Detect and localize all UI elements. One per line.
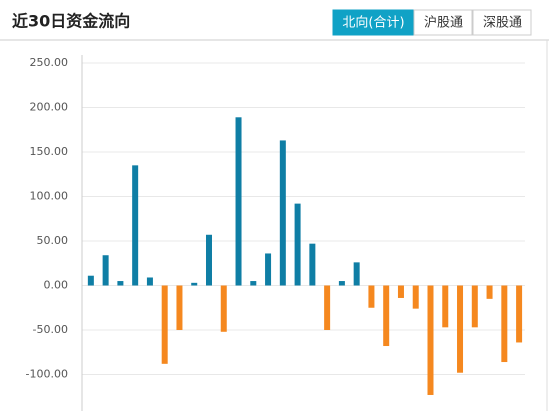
bar bbox=[412, 285, 419, 309]
y-tick-label: 0.00 bbox=[44, 279, 69, 292]
bar bbox=[191, 282, 198, 286]
bar bbox=[442, 285, 449, 328]
bar bbox=[457, 285, 464, 373]
bar bbox=[161, 285, 168, 364]
y-tick-label: -100.00 bbox=[26, 368, 68, 381]
bar bbox=[516, 285, 523, 343]
bar bbox=[501, 285, 508, 363]
bar bbox=[397, 285, 404, 298]
y-tick-label: -50.00 bbox=[33, 323, 68, 336]
y-tick-label: 50.00 bbox=[37, 234, 69, 247]
bar bbox=[294, 203, 301, 286]
tab[interactable] bbox=[332, 9, 414, 36]
y-tick-label: 250.00 bbox=[30, 56, 69, 69]
bar bbox=[338, 281, 345, 286]
bar bbox=[205, 234, 212, 286]
chart-title: 近30日资金流向 bbox=[12, 12, 130, 31]
bar bbox=[309, 243, 316, 286]
bar bbox=[383, 285, 390, 347]
bar bbox=[368, 285, 375, 308]
tab-label[interactable]: 深股通 bbox=[483, 16, 522, 31]
bar bbox=[324, 285, 331, 330]
tab-label[interactable]: 沪股通 bbox=[424, 15, 463, 31]
bar bbox=[250, 281, 257, 286]
y-tick-label: 200.00 bbox=[30, 101, 69, 114]
bar bbox=[102, 255, 109, 286]
tab-label[interactable]: 北向(合计) bbox=[342, 15, 404, 31]
bar bbox=[146, 277, 153, 286]
bar bbox=[279, 140, 286, 286]
bar bbox=[87, 275, 94, 286]
tab[interactable] bbox=[413, 9, 473, 36]
bar bbox=[471, 285, 478, 328]
y-tick-label: 100.00 bbox=[30, 190, 69, 203]
bar bbox=[235, 117, 242, 286]
bar bbox=[427, 285, 434, 395]
bar bbox=[220, 285, 227, 332]
tab[interactable] bbox=[472, 9, 532, 36]
y-tick-label: 150.00 bbox=[30, 145, 69, 158]
bar bbox=[353, 262, 360, 286]
bar bbox=[265, 253, 272, 286]
bar bbox=[486, 285, 493, 299]
bar bbox=[176, 285, 183, 330]
bar bbox=[117, 281, 124, 286]
bar bbox=[132, 165, 139, 286]
